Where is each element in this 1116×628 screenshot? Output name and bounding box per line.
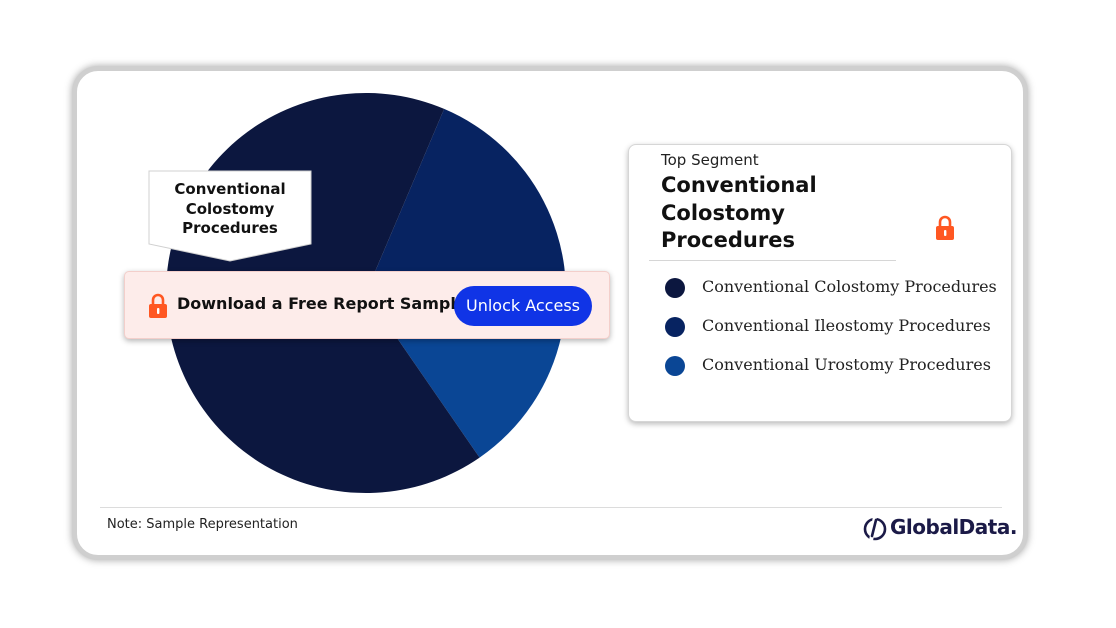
- legend-label: Conventional Urostomy Procedures: [702, 355, 991, 374]
- footer-divider: [100, 507, 1002, 508]
- legend-swatch: [665, 356, 685, 376]
- legend-label: Conventional Colostomy Procedures: [702, 277, 997, 296]
- lock-icon: [936, 215, 954, 240]
- brand-name: GlobalData.: [890, 515, 1017, 539]
- footnote: Note: Sample Representation: [107, 517, 298, 532]
- legend-swatch: [665, 317, 685, 337]
- legend-label: Conventional Ileostomy Procedures: [702, 316, 991, 335]
- top-segment-callout: Conventional Colostomy Procedures: [148, 170, 312, 262]
- legend-panel: Top Segment Conventional Colostomy Proce…: [628, 144, 1012, 422]
- top-segment-label: Top Segment: [661, 151, 759, 169]
- banner-text: Download a Free Report Sample: [177, 294, 467, 313]
- callout-label: Conventional Colostomy Procedures: [174, 180, 286, 237]
- lock-icon: [149, 293, 167, 318]
- callout-shape: [148, 170, 312, 262]
- top-segment-value: Conventional Colostomy Procedures: [661, 173, 817, 252]
- unlock-access-button[interactable]: Unlock Access: [454, 286, 592, 326]
- globaldata-logo-icon: [863, 515, 887, 542]
- legend-divider: [649, 260, 896, 261]
- legend-swatch: [665, 278, 685, 298]
- free-sample-banner: Download a Free Report Sample Unlock Acc…: [124, 271, 610, 339]
